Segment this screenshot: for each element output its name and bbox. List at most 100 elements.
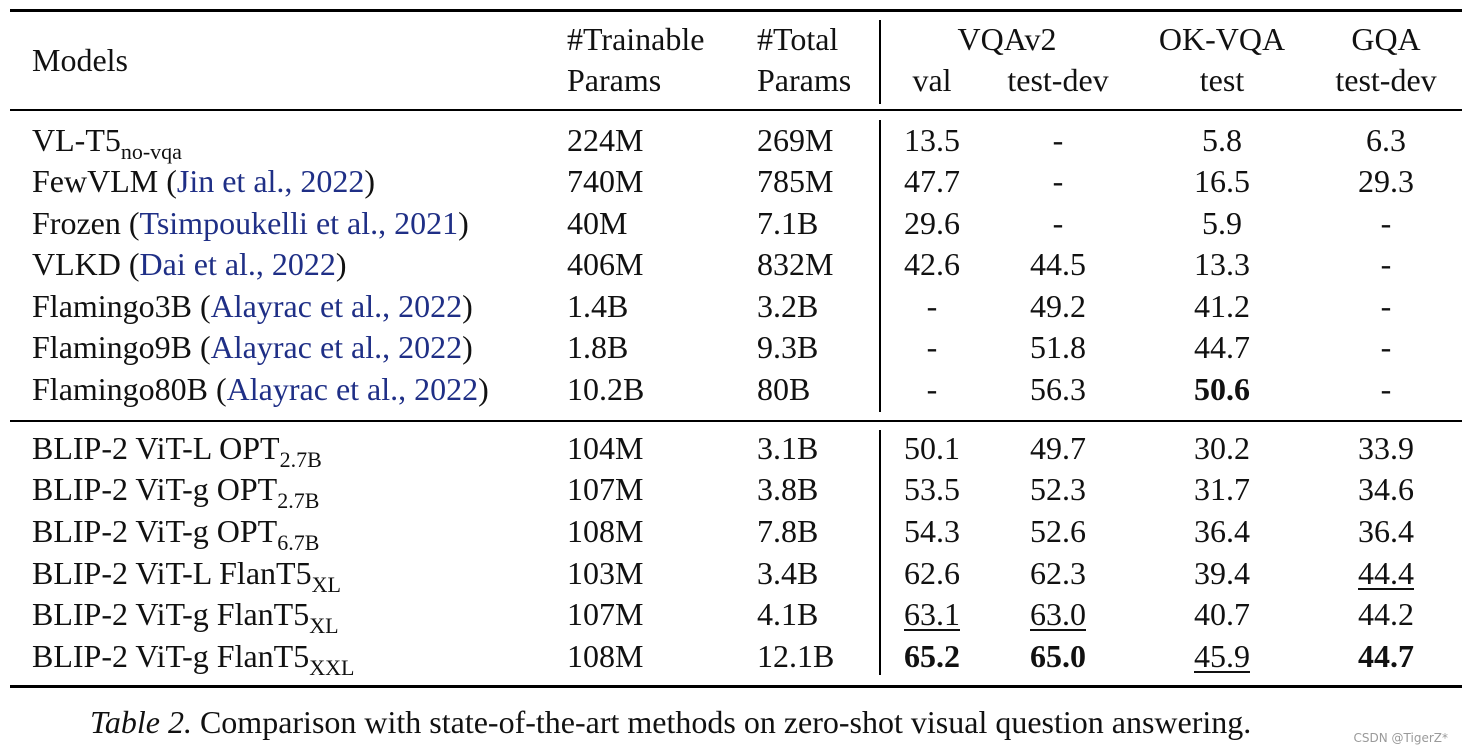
vqav2-val: 42.6	[904, 246, 960, 282]
header-vqav2-val: val	[912, 62, 952, 98]
caption-label: Table 2.	[90, 704, 192, 740]
model-name: BLIP-2 ViT-L OPT2.7B	[32, 430, 322, 472]
top-rule	[10, 9, 1462, 12]
citation-link[interactable]: Alayrac et al., 2022	[210, 288, 463, 324]
vqav2-testdev: -	[1052, 122, 1064, 158]
vqav2-testdev: 49.7	[1030, 430, 1086, 466]
total-params: 12.1B	[757, 638, 835, 674]
trainable-params: 107M	[567, 471, 644, 507]
total-params: 832M	[757, 246, 834, 282]
okvqa-test: 41.2	[1194, 288, 1250, 324]
citation-link[interactable]: Jin et al., 2022	[176, 163, 365, 199]
total-params: 785M	[757, 163, 834, 199]
okvqa-test: 50.6	[1194, 371, 1250, 407]
trainable-params: 406M	[567, 246, 644, 282]
header-vqav2: VQAv2	[957, 21, 1057, 57]
vqav2-testdev: 65.0	[1030, 638, 1086, 674]
model-name: BLIP-2 ViT-g OPT2.7B	[32, 471, 320, 513]
citation-link[interactable]: Dai et al., 2022	[139, 246, 336, 282]
group1-divider	[879, 120, 881, 412]
table-caption: Table 2. Comparison with state-of-the-ar…	[90, 702, 1251, 742]
gqa-testdev: -	[1380, 288, 1392, 324]
okvqa-test: 30.2	[1194, 430, 1250, 466]
model-name: Flamingo9B (Alayrac et al., 2022)	[32, 329, 473, 365]
watermark: CSDN @TigerZ*	[1353, 731, 1448, 745]
model-name: VL-T5no-vqa	[32, 122, 182, 164]
vqav2-val: -	[926, 329, 938, 365]
okvqa-test: 39.4	[1194, 555, 1250, 591]
total-params: 4.1B	[757, 596, 819, 632]
total-params: 9.3B	[757, 329, 819, 365]
total-params: 3.1B	[757, 430, 819, 466]
vqav2-val: 29.6	[904, 205, 960, 241]
header-gqa-testdev: test-dev	[1335, 62, 1437, 98]
vqav2-val: -	[926, 288, 938, 324]
gqa-testdev: -	[1380, 329, 1392, 365]
okvqa-test: 13.3	[1194, 246, 1250, 282]
trainable-params: 10.2B	[567, 371, 645, 407]
trainable-params: 108M	[567, 513, 644, 549]
model-name: Frozen (Tsimpoukelli et al., 2021)	[32, 205, 469, 241]
total-params: 7.1B	[757, 205, 819, 241]
okvqa-test: 5.9	[1202, 205, 1242, 241]
gqa-testdev: 36.4	[1358, 513, 1414, 549]
vqav2-val: 63.1	[904, 596, 960, 632]
header-divider	[879, 20, 881, 104]
okvqa-test: 44.7	[1194, 329, 1250, 365]
group-rule	[10, 420, 1462, 422]
total-params: 80B	[757, 371, 811, 407]
caption-text: Comparison with state-of-the-art methods…	[191, 704, 1252, 740]
citation-link[interactable]: Alayrac et al., 2022	[210, 329, 463, 365]
bottom-rule	[10, 685, 1462, 688]
header-rule	[10, 109, 1462, 111]
trainable-params: 40M	[567, 205, 628, 241]
vqav2-testdev: 56.3	[1030, 371, 1086, 407]
header-trainable-line2: Params	[567, 62, 662, 98]
vqav2-testdev: -	[1052, 205, 1064, 241]
okvqa-test: 40.7	[1194, 596, 1250, 632]
header-total-line2: Params	[757, 62, 852, 98]
header-gqa: GQA	[1351, 21, 1421, 57]
vqav2-testdev: 49.2	[1030, 288, 1086, 324]
citation-link[interactable]: Tsimpoukelli et al., 2021	[139, 205, 459, 241]
gqa-testdev: 44.2	[1358, 596, 1414, 632]
model-name: Flamingo80B (Alayrac et al., 2022)	[32, 371, 489, 407]
trainable-params: 1.4B	[567, 288, 629, 324]
group2-divider	[879, 430, 881, 675]
trainable-params: 108M	[567, 638, 644, 674]
citation-link[interactable]: Alayrac et al., 2022	[226, 371, 479, 407]
okvqa-test: 36.4	[1194, 513, 1250, 549]
vqav2-testdev: 52.6	[1030, 513, 1086, 549]
total-params: 3.4B	[757, 555, 819, 591]
total-params: 7.8B	[757, 513, 819, 549]
model-name: BLIP-2 ViT-L FlanT5XL	[32, 555, 341, 597]
header-okvqa: OK-VQA	[1158, 21, 1286, 57]
vqav2-val: 47.7	[904, 163, 960, 199]
okvqa-test: 45.9	[1194, 638, 1250, 674]
model-name: Flamingo3B (Alayrac et al., 2022)	[32, 288, 473, 324]
okvqa-test: 16.5	[1194, 163, 1250, 199]
gqa-testdev: 33.9	[1358, 430, 1414, 466]
model-name: BLIP-2 ViT-g FlanT5XL	[32, 596, 339, 638]
trainable-params: 1.8B	[567, 329, 629, 365]
gqa-testdev: 44.4	[1358, 555, 1414, 591]
vqav2-testdev: 63.0	[1030, 596, 1086, 632]
vqav2-testdev: 51.8	[1030, 329, 1086, 365]
gqa-testdev: -	[1380, 205, 1392, 241]
header-trainable-line1: #Trainable	[567, 21, 705, 57]
model-name: BLIP-2 ViT-g OPT6.7B	[32, 513, 320, 555]
vqav2-testdev: 52.3	[1030, 471, 1086, 507]
trainable-params: 224M	[567, 122, 644, 158]
okvqa-test: 31.7	[1194, 471, 1250, 507]
header-models: Models	[32, 42, 128, 78]
vqav2-val: 54.3	[904, 513, 960, 549]
gqa-testdev: 34.6	[1358, 471, 1414, 507]
trainable-params: 103M	[567, 555, 644, 591]
gqa-testdev: -	[1380, 371, 1392, 407]
header-okvqa-test: test	[1199, 62, 1245, 98]
vqav2-val: 50.1	[904, 430, 960, 466]
model-name: VLKD (Dai et al., 2022)	[32, 246, 347, 282]
header-total-line1: #Total	[757, 21, 839, 57]
gqa-testdev: 29.3	[1358, 163, 1414, 199]
model-name: FewVLM (Jin et al., 2022)	[32, 163, 376, 199]
